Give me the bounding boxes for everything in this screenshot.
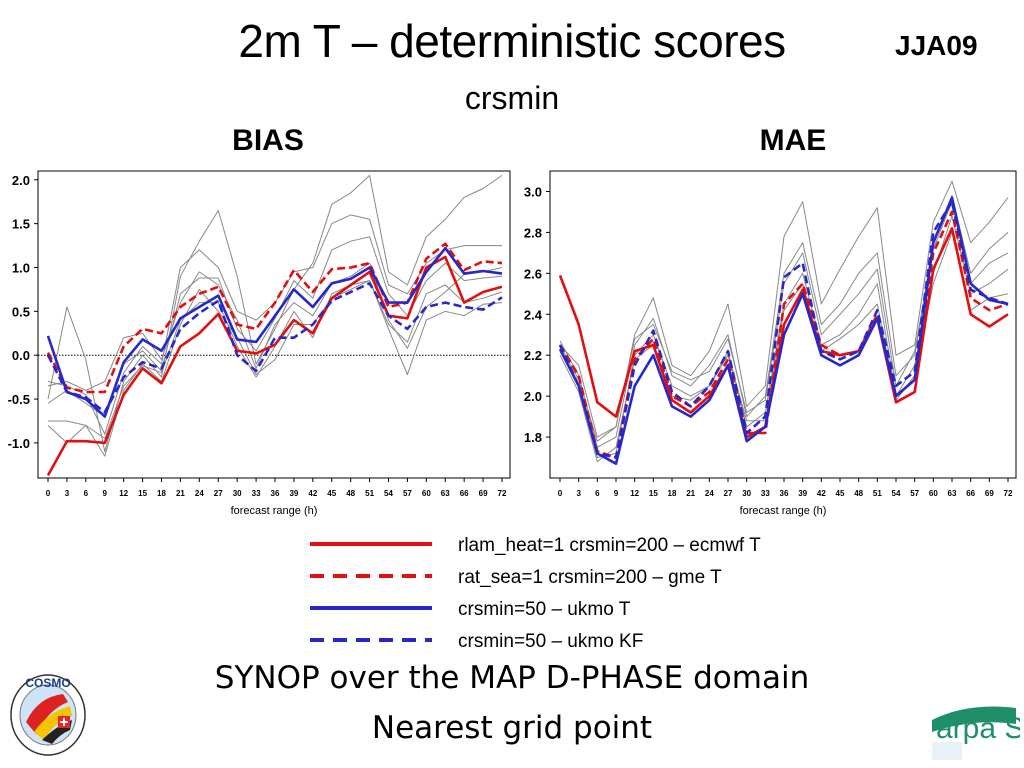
mae-ytick-label: 2.4: [524, 307, 543, 322]
bias-xtick-label: 63: [441, 489, 450, 498]
bias-series-4: [47, 174, 503, 453]
bias-xtick-label: 54: [384, 489, 393, 498]
mae-xtick-label: 42: [817, 489, 826, 498]
mae-xtick-label: 3: [576, 489, 581, 498]
mae-xtick-label: 45: [836, 489, 845, 498]
bias-xtick-label: 6: [84, 489, 89, 498]
mae-xtick-label: 48: [854, 489, 863, 498]
mae-ytick-label: 1.8: [524, 430, 542, 445]
mae-xtick-label: 66: [966, 489, 975, 498]
bias-xtick-label: 48: [346, 489, 355, 498]
arpa-logo-text: arpa SIM: [936, 712, 1020, 745]
legend-label-2: crsmin=50 – ukmo T: [458, 599, 631, 620]
bias-xtick-label: 45: [327, 489, 336, 498]
bias-chart-title: BIAS: [232, 124, 304, 157]
mae-xtick-label: 18: [668, 489, 677, 498]
bias-xtick-label: 42: [308, 489, 317, 498]
bias-series-5: [47, 262, 503, 391]
bias-xtick-label: 66: [460, 489, 469, 498]
mae-series-0: [558, 227, 1009, 439]
bias-series-7: [47, 280, 503, 444]
mae-series-4: [559, 180, 1009, 438]
bias-ytick-label: 2.0: [12, 173, 30, 188]
bias-ytick-label: 0.0: [12, 348, 30, 363]
bias-xtick-label: 36: [271, 489, 280, 498]
mae-xtick-label: 9: [614, 489, 619, 498]
legend-label-3: crsmin=50 – ukmo KF: [458, 631, 643, 652]
mae-ytick-label: 2.0: [524, 389, 542, 404]
bias-plot-frame: [37, 170, 511, 479]
mae-series-1: [558, 210, 1009, 459]
mae-xtick-label: 12: [630, 489, 639, 498]
bias-xtick-label: 30: [233, 489, 242, 498]
mae-ytick-label: 3.0: [524, 184, 542, 199]
mae-xtick-label: 0: [558, 489, 563, 498]
bias-ytick-label: -0.5: [8, 392, 30, 407]
mae-xtick-label: 6: [595, 489, 600, 498]
mae-ytick-label: 2.2: [524, 348, 542, 363]
mae-xtick-label: 60: [929, 489, 938, 498]
bias-series-2: [46, 246, 503, 418]
bias-ytick-label: 1.5: [12, 217, 30, 232]
mae-ytick-label: 2.8: [524, 225, 542, 240]
cosmo-logo: COSMO: [10, 674, 86, 756]
mae-xtick-label: 39: [798, 489, 807, 498]
footer-line-2: Nearest grid point: [371, 710, 653, 746]
bias-xtick-label: 21: [176, 489, 185, 498]
mae-series-3: [558, 200, 1009, 459]
legend-label-1: rat_sea=1 crsmin=200 – gme T: [458, 567, 722, 588]
mae-chart: 3.02.82.62.42.22.01.80 3 6 9 12 15 18 21 24 27 30 3…: [524, 170, 1017, 517]
arpa-logo: arpa SIM: [932, 706, 1020, 760]
bias-xtick-label: 27: [214, 489, 223, 498]
bias-xtick-label: 72: [498, 489, 507, 498]
bias-ytick-label: 1.0: [12, 260, 30, 275]
bias-xtick-label: 12: [119, 489, 128, 498]
mae-ytick-label: 2.6: [524, 266, 542, 281]
page-subtitle: crsmin: [464, 80, 560, 116]
legend: rlam_heat=1 crsmin=200 – ecmwf T rat_sea=…: [310, 535, 761, 652]
mae-xtick-label: 21: [686, 489, 695, 498]
bias-xtick-label: 24: [195, 489, 204, 498]
page-title: 2m T – deterministic scores: [238, 15, 786, 67]
bias-xtick-label: 57: [403, 489, 412, 498]
mae-xtick-label: 33: [761, 489, 770, 498]
mae-xtick-label: 57: [910, 489, 919, 498]
bias-xtick-label: 69: [479, 489, 488, 498]
mae-xtick-label: 15: [649, 489, 658, 498]
mae-series-2: [558, 196, 1009, 466]
mae-xtick-label: 27: [724, 489, 733, 498]
mae-xtick-label: 30: [742, 489, 751, 498]
bias-xtick-label: 33: [252, 489, 261, 498]
bias-xtick-label: 0: [46, 489, 51, 498]
bias-xtick-label: 39: [289, 489, 298, 498]
bias-series-0: [46, 255, 503, 477]
mae-xtick-label: 72: [1004, 489, 1013, 498]
bias-xtick-label: 51: [365, 489, 374, 498]
footer-line-1: SYNOP over the MAP D-PHASE domain: [214, 660, 810, 696]
bias-xlabel: forecast range (h): [231, 505, 318, 517]
bias-xtick-label: 15: [138, 489, 147, 498]
season-label: JJA09: [895, 30, 978, 61]
bias-series-1: [46, 242, 503, 394]
bias-ytick-label: 0.5: [12, 304, 30, 319]
bias-xtick-label: 18: [157, 489, 166, 498]
bias-series-6: [48, 280, 503, 457]
mae-xtick-label: 36: [780, 489, 789, 498]
mae-chart-title: MAE: [759, 124, 827, 157]
legend-label-0: rlam_heat=1 crsmin=200 – ecmwf T: [458, 535, 761, 556]
bias-chart: 2.01.51.00.50.0-0.5-1.00 3 6 9 12 15 18 21 24 27 3…: [8, 170, 511, 517]
mae-xtick-label: 63: [948, 489, 957, 498]
bias-xtick-label: 9: [103, 489, 108, 498]
bias-xtick-label: 60: [422, 489, 431, 498]
mae-xtick-label: 69: [985, 489, 994, 498]
mae-xtick-label: 51: [873, 489, 882, 498]
mae-xtick-label: 54: [892, 489, 901, 498]
bias-ytick-label: -1.0: [8, 436, 30, 451]
mae-xtick-label: 24: [705, 489, 714, 498]
bias-series-3: [46, 282, 503, 414]
bias-xtick-label: 3: [65, 489, 70, 498]
cosmo-logo-text: COSMO: [25, 676, 70, 690]
mae-xlabel: forecast range (h): [740, 505, 827, 517]
